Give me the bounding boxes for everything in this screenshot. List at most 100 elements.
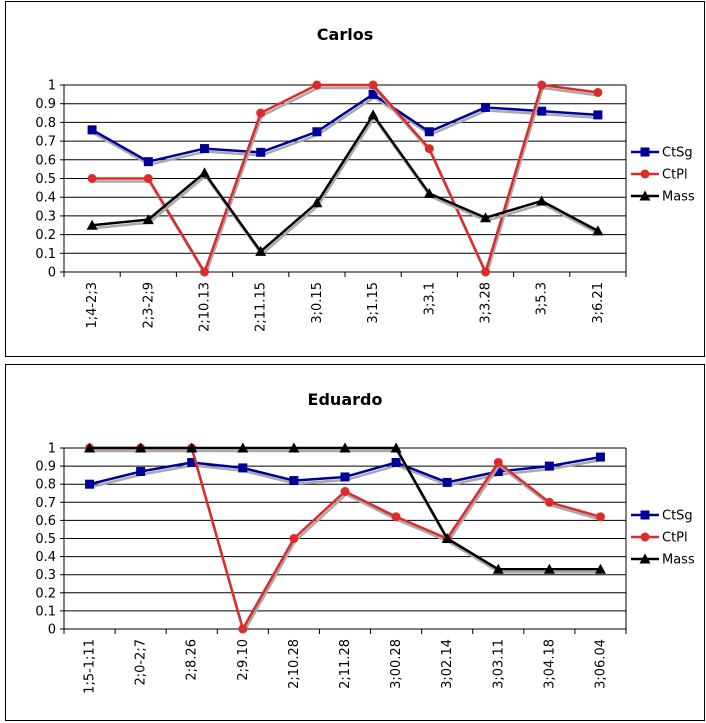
x-tick-label: 3;3.28 <box>479 282 494 324</box>
y-tick-label: 1 <box>48 79 56 94</box>
x-tick-label: 2;8.26 <box>185 639 200 681</box>
series-line-shadow <box>92 116 600 256</box>
data-point-mass <box>390 442 402 453</box>
y-tick-label: 0.1 <box>35 604 56 619</box>
legend-marker <box>640 169 650 179</box>
data-point-mass <box>86 219 98 230</box>
x-tick-label: 3;5.3 <box>535 282 550 315</box>
data-point-ctsg <box>368 89 378 99</box>
y-tick-label: 0.4 <box>35 550 56 565</box>
data-point-mass <box>237 442 249 453</box>
legend-label: Mass <box>662 553 695 568</box>
series-line-ctpl <box>92 83 599 274</box>
legend-label: CtSg <box>662 509 693 524</box>
x-tick-label: 3;02.14 <box>440 639 455 689</box>
data-point-mass <box>423 187 435 198</box>
data-point-ctpl <box>340 486 350 496</box>
y-tick-label: 0 <box>48 266 56 281</box>
data-point-mass <box>311 197 323 208</box>
y-tick-label: 0.1 <box>35 247 56 262</box>
data-point-ctsg <box>85 479 95 489</box>
data-point-ctpl <box>200 267 209 277</box>
data-point-ctpl <box>312 80 322 90</box>
x-tick-label: 3;6.21 <box>591 282 606 324</box>
legend-marker <box>640 147 650 157</box>
data-point-mass <box>543 563 555 574</box>
x-tick-label: 3;04.18 <box>542 639 557 689</box>
legend-label: CtPl <box>662 168 688 183</box>
data-point-ctsg <box>200 144 209 154</box>
legend-marker <box>640 510 650 520</box>
data-point-ctpl <box>537 80 547 90</box>
data-point-mass <box>480 212 491 223</box>
x-tick-label: 3;3.1 <box>422 282 437 315</box>
data-point-ctsg <box>593 110 603 120</box>
data-point-ctpl <box>424 144 434 154</box>
data-point-ctpl <box>493 457 503 467</box>
y-tick-label: 0.6 <box>35 514 56 529</box>
data-point-ctsg <box>493 467 503 477</box>
data-point-ctsg <box>424 127 434 137</box>
legend-label: Mass <box>662 190 695 205</box>
data-point-ctsg <box>340 472 350 482</box>
data-point-ctpl <box>289 534 299 543</box>
x-tick-label: 3;06.04 <box>593 639 608 689</box>
y-tick-label: 0.2 <box>35 586 56 601</box>
y-tick-label: 0.3 <box>35 568 56 583</box>
data-point-ctpl <box>481 267 490 277</box>
data-point-ctsg <box>187 457 197 467</box>
data-point-ctsg <box>289 476 299 486</box>
y-tick-label: 0.6 <box>35 153 56 168</box>
data-point-ctpl <box>87 174 97 183</box>
legend-marker <box>639 190 651 201</box>
data-point-ctsg <box>442 477 452 487</box>
data-point-mass <box>84 442 96 453</box>
line-chart-eduardo: Eduardo 0 0.1 0.2 0.3 0.4 0.5 0.6 0.7 0.8 0.9 1 1;5-… <box>35 390 695 694</box>
x-tick-label: 2;0-2;7 <box>134 639 149 686</box>
data-point-ctsg <box>143 157 153 167</box>
x-tick-label: 2;11.28 <box>338 639 353 689</box>
data-point-ctsg <box>136 467 146 477</box>
data-point-ctpl <box>143 174 153 183</box>
series-line-shadow <box>92 96 599 166</box>
x-tick-label: 2;3-2;9 <box>141 282 156 329</box>
x-tick-label: 2;9.10 <box>236 639 251 681</box>
legend-marker <box>640 532 650 542</box>
data-point-mass <box>135 442 147 453</box>
data-point-ctsg <box>544 461 554 471</box>
chart-title: Eduardo <box>308 390 383 409</box>
series-line-ctsg <box>91 93 598 163</box>
data-point-mass <box>255 245 267 256</box>
chart-panel-eduardo: Eduardo 0 0.1 0.2 0.3 0.4 0.5 0.6 0.7 0.8 0.9 1 1;5-… <box>5 364 705 721</box>
y-tick-label: 0.8 <box>35 116 56 131</box>
y-tick-label: 0.9 <box>35 97 56 112</box>
data-point-ctsg <box>595 452 605 462</box>
data-point-mass <box>339 442 351 453</box>
data-point-ctsg <box>537 106 547 116</box>
data-point-ctsg <box>481 102 490 112</box>
data-point-mass <box>592 225 604 236</box>
data-point-ctsg <box>391 457 401 467</box>
y-tick-label: 1 <box>48 442 56 457</box>
data-point-ctpl <box>256 108 266 118</box>
data-point-ctsg <box>312 127 322 137</box>
y-tick-label: 0.2 <box>35 228 56 243</box>
legend-label: CtSg <box>662 146 693 161</box>
data-point-ctsg <box>256 147 266 157</box>
data-point-mass <box>288 442 300 453</box>
data-point-ctpl <box>368 80 378 90</box>
chart-title: Carlos <box>317 25 373 44</box>
x-tick-label: 3;1.15 <box>366 282 381 324</box>
data-point-ctpl <box>544 497 554 507</box>
x-tick-label: 2;10.13 <box>198 282 213 332</box>
data-point-ctsg <box>238 463 248 473</box>
y-tick-label: 0.5 <box>35 532 56 547</box>
data-point-ctsg <box>87 125 97 135</box>
series-line-mass <box>91 113 599 253</box>
data-point-ctpl <box>595 512 605 522</box>
data-point-mass <box>594 563 606 574</box>
x-tick-label: 1;4-2;3 <box>85 282 100 329</box>
data-point-mass <box>441 533 453 543</box>
y-tick-label: 0.8 <box>35 478 56 493</box>
x-tick-label: 3;03.11 <box>491 639 506 689</box>
